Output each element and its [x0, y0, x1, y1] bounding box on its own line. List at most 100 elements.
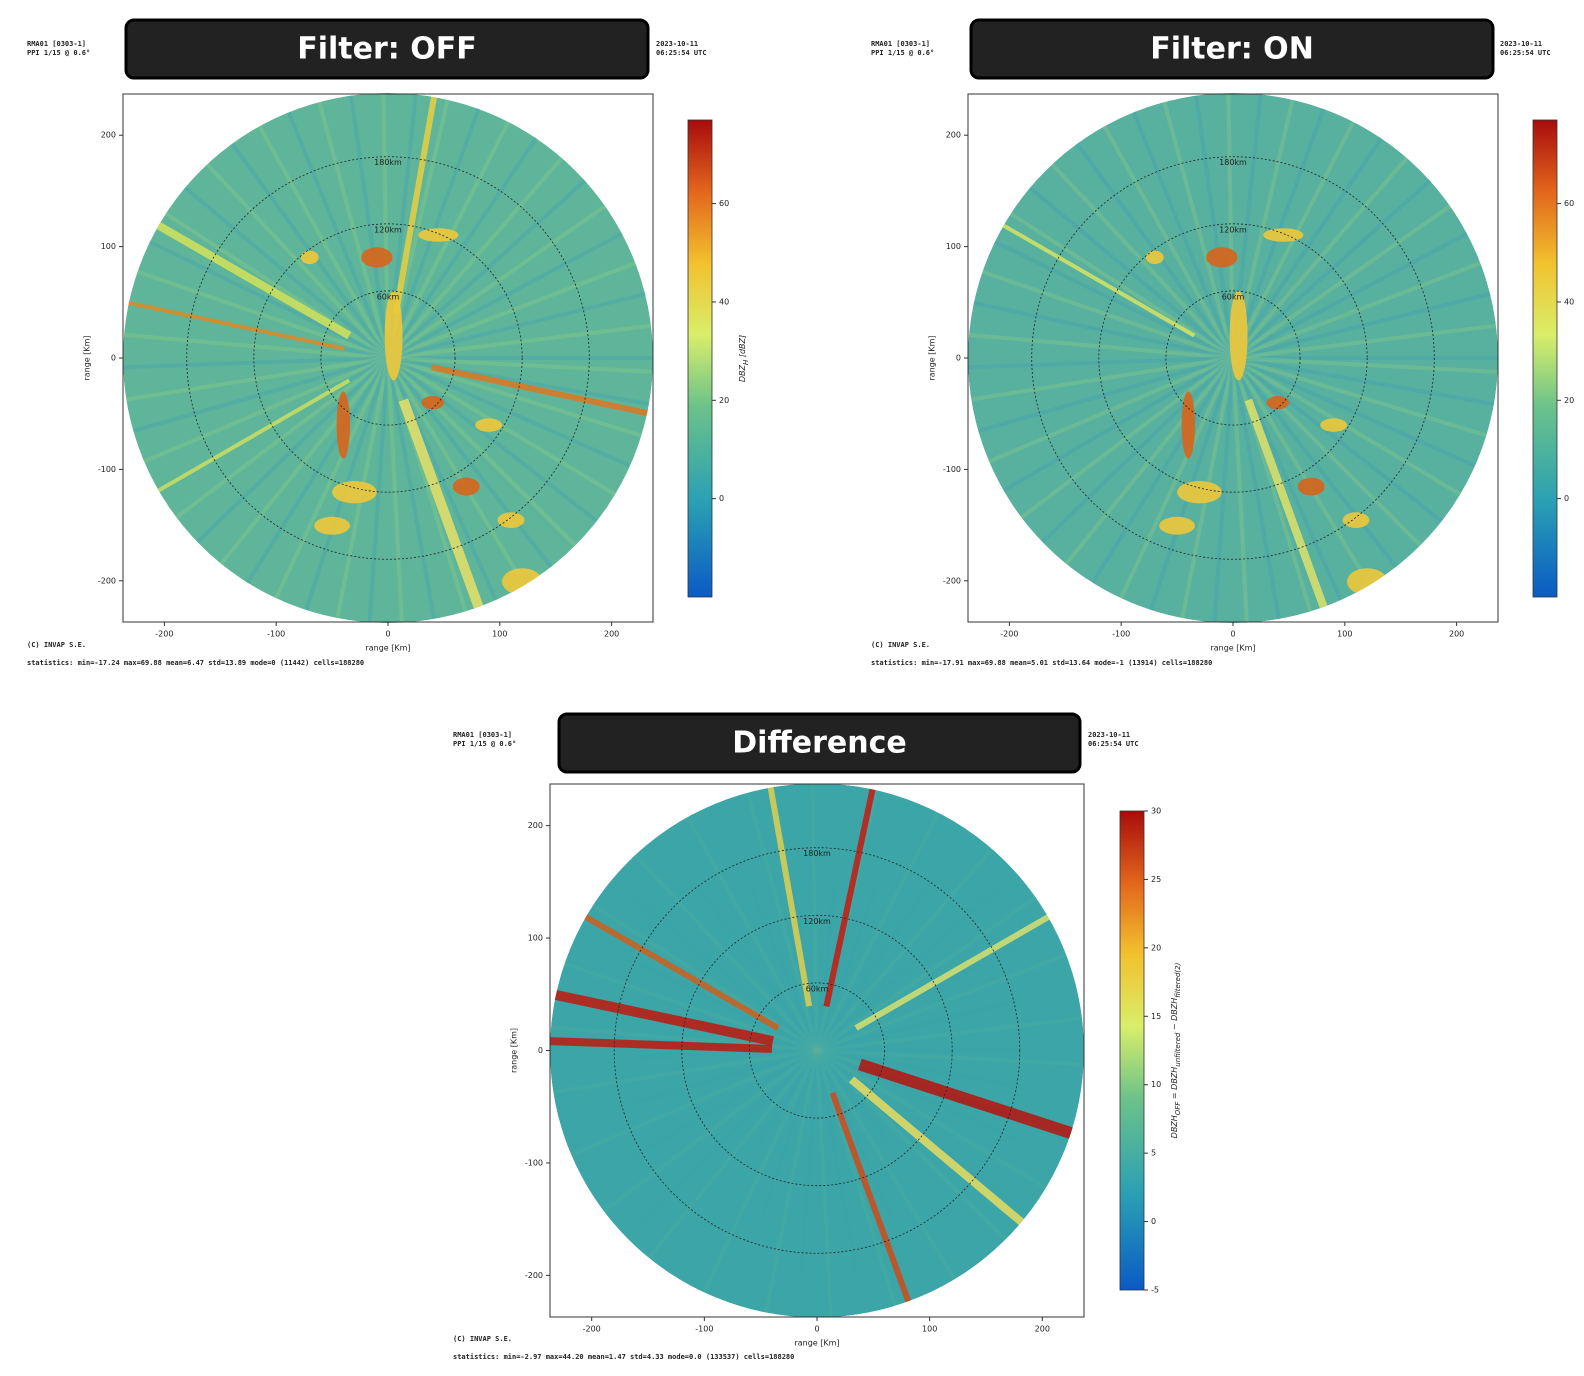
x-tick-label: -100 — [267, 630, 285, 639]
ring-label: 180km — [803, 849, 831, 858]
x-tick-label: -200 — [1000, 630, 1018, 639]
header-right: 2023-10-11 — [656, 40, 698, 48]
field-blob — [1298, 478, 1325, 496]
header-left: PPI 1/15 @ 0.6° — [27, 49, 90, 57]
y-tick-label: 0 — [111, 354, 116, 363]
x-tick-label: 100 — [1337, 630, 1352, 639]
y-tick-label: 100 — [101, 242, 116, 251]
colorbar-tick-label: 60 — [1564, 199, 1574, 208]
colorbar-tick-label: 20 — [719, 396, 729, 405]
colorbar-tick-label: 5 — [1151, 1149, 1156, 1158]
field-blob — [301, 251, 319, 264]
y-tick-label: -200 — [525, 1271, 543, 1280]
colorbar-label: DBZH [dBZ] — [738, 335, 751, 382]
field-blob — [502, 568, 542, 595]
ring-label: 120km — [374, 225, 402, 234]
field-blob — [418, 228, 458, 241]
radar-field — [965, 90, 1502, 626]
x-tick-label: -100 — [695, 1325, 713, 1334]
field-blob — [1206, 247, 1237, 267]
field-blob — [337, 392, 350, 459]
ring-label: 180km — [1219, 158, 1247, 167]
field-blob — [1343, 512, 1370, 528]
y-tick-label: 200 — [528, 821, 543, 830]
ring-label: 180km — [374, 158, 402, 167]
y-axis-label: range [Km] — [928, 335, 937, 380]
x-axis-label: range [Km] — [365, 644, 410, 653]
colorbar-tick-label: 30 — [1151, 807, 1161, 816]
page: Filter: OFFRMA01 [0303-1]PPI 1/15 @ 0.6°… — [0, 0, 1584, 1376]
colorbar-tick-label: 20 — [1151, 943, 1161, 952]
colorbar-label-part: filtered(2) — [1174, 962, 1182, 997]
ring-label: 60km — [1222, 292, 1245, 301]
field-blob — [422, 396, 444, 409]
field-blob — [361, 247, 392, 267]
x-tick-label: 0 — [814, 1325, 819, 1334]
chart-title: Difference — [732, 726, 906, 761]
header-right: 06:25:54 UTC — [656, 49, 707, 57]
header-left: RMA01 [0303-1] — [871, 40, 930, 48]
statistics: statistics: min=-2.97 max=44.20 mean=1.4… — [453, 1353, 794, 1361]
header-right: 06:25:54 UTC — [1500, 49, 1551, 57]
colorbar — [1533, 120, 1557, 597]
y-tick-label: 200 — [101, 131, 116, 140]
colorbar-tick-label: 15 — [1151, 1012, 1161, 1021]
y-tick-label: -100 — [525, 1158, 543, 1167]
x-tick-label: 0 — [385, 630, 390, 639]
x-axis-label: range [Km] — [794, 1339, 839, 1348]
y-tick-label: 100 — [946, 242, 961, 251]
field-blob — [1263, 228, 1303, 241]
header-left: PPI 1/15 @ 0.6° — [453, 740, 516, 748]
header-left: RMA01 [0303-1] — [453, 731, 512, 739]
y-tick-label: -200 — [98, 576, 116, 585]
field-blob — [385, 291, 403, 380]
y-tick-label: 100 — [528, 934, 543, 943]
field-blob — [1267, 396, 1289, 409]
ring-label: 60km — [377, 292, 400, 301]
y-axis-label: range [Km] — [83, 335, 92, 380]
colorbar-tick-label: 40 — [719, 297, 729, 306]
colorbar-label-part: unfiltered — [1174, 1032, 1182, 1067]
x-tick-label: 0 — [1230, 630, 1235, 639]
x-tick-label: -200 — [583, 1325, 601, 1334]
radar-field — [120, 90, 657, 626]
ring-label: 120km — [803, 917, 831, 926]
statistics: statistics: min=-17.24 max=69.88 mean=6.… — [27, 659, 364, 667]
x-tick-label: 200 — [1449, 630, 1464, 639]
colorbar-tick-label: 0 — [1564, 494, 1569, 503]
colorbar-tick-label: 60 — [719, 199, 729, 208]
colorbar-label-part: OFF — [1174, 1101, 1182, 1116]
colorbar-label-part: DBZ — [738, 364, 747, 382]
colorbar — [1120, 811, 1144, 1290]
colorbar-tick-label: 25 — [1151, 875, 1161, 884]
colorbar-tick-label: 10 — [1151, 1080, 1161, 1089]
y-tick-label: 0 — [956, 354, 961, 363]
header-right: 2023-10-11 — [1088, 731, 1130, 739]
colorbar-tick-label: -5 — [1151, 1286, 1159, 1295]
colorbar — [688, 120, 712, 597]
colorbar-tick-label: 0 — [1151, 1217, 1156, 1226]
colorbar-tick-label: 20 — [1564, 396, 1574, 405]
colorbar-label: DBZHOFF = DBZHunfiltered − DBZHfiltered(… — [1170, 962, 1183, 1138]
y-axis-label: range [Km] — [510, 1028, 519, 1073]
x-tick-label: 100 — [922, 1325, 937, 1334]
x-tick-label: 100 — [492, 630, 507, 639]
chart-title: Filter: ON — [1150, 32, 1314, 67]
x-tick-label: 200 — [1035, 1325, 1050, 1334]
ring-label: 60km — [806, 984, 829, 993]
x-axis-label: range [Km] — [1210, 644, 1255, 653]
field-blob — [1146, 251, 1164, 264]
field-blob — [1159, 517, 1195, 535]
header-left: PPI 1/15 @ 0.6° — [871, 49, 934, 57]
header-right: 2023-10-11 — [1500, 40, 1542, 48]
header-right: 06:25:54 UTC — [1088, 740, 1139, 748]
field-blob — [1182, 392, 1195, 459]
colorbar-label-part: − DBZH — [1170, 998, 1179, 1033]
colorbar-tick-label: 40 — [1564, 297, 1574, 306]
field-blob — [475, 418, 502, 431]
y-tick-label: -100 — [98, 465, 116, 474]
field-blob — [332, 481, 377, 503]
field-blob — [1177, 481, 1222, 503]
colorbar-label-part: [dBZ] — [738, 335, 747, 360]
y-tick-label: -200 — [943, 576, 961, 585]
